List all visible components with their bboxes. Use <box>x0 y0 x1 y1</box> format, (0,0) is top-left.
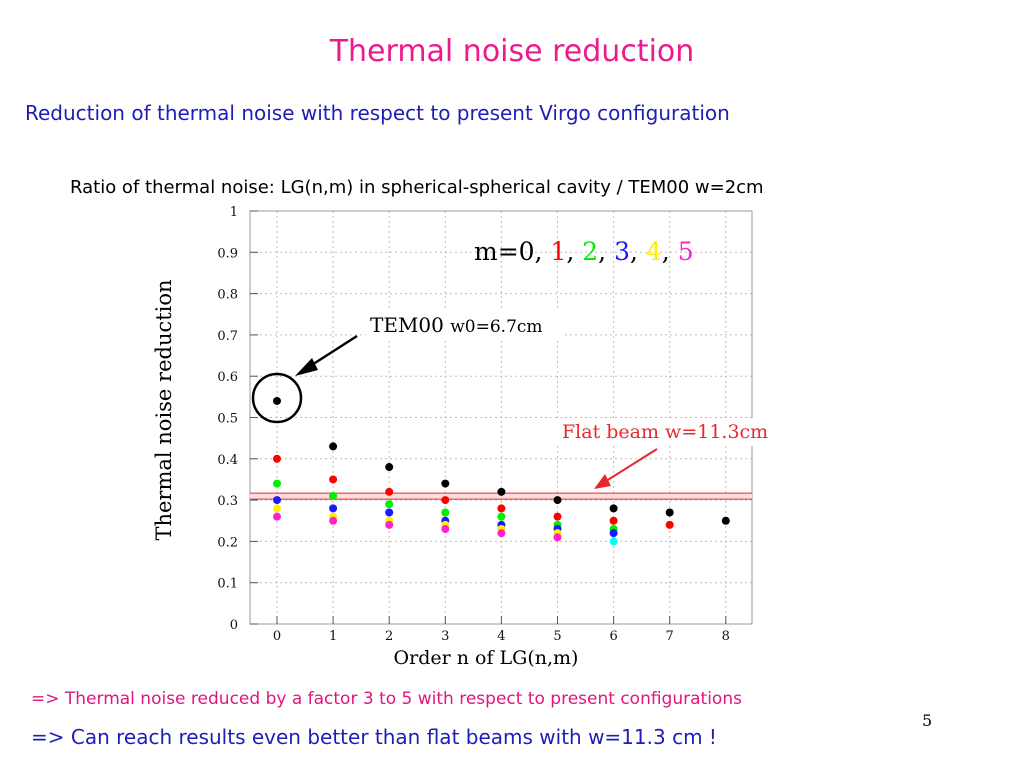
legend-separator: , <box>566 237 582 266</box>
conclusion-bullet-1: => Thermal noise reduced by a factor 3 t… <box>31 689 742 709</box>
tem00-label-main: TEM00 <box>370 313 450 337</box>
legend: m=0, 1, 2, 3, 4, 5 <box>474 237 694 266</box>
x-tick-label: 5 <box>553 629 561 644</box>
data-point <box>497 529 506 538</box>
chart-title: Ratio of thermal noise: LG(n,m) in spher… <box>70 177 764 198</box>
tem00-label-bg <box>366 310 562 340</box>
legend-separator: , <box>662 237 678 266</box>
data-point <box>329 491 338 500</box>
tem00-label: TEM00 w0=6.7cm <box>370 313 543 337</box>
y-tick-label: 0.9 <box>217 246 238 261</box>
data-point <box>609 516 618 525</box>
y-tick-label: 0.5 <box>217 412 238 427</box>
data-point <box>441 479 450 488</box>
data-point <box>385 508 394 517</box>
data-point <box>385 463 394 472</box>
data-point <box>329 475 338 484</box>
y-tick-label: 1 <box>230 205 238 220</box>
legend-prefix: m=0, <box>474 237 550 266</box>
flat-beam-arrow-shaft <box>602 448 658 484</box>
y-tick-label: 0.2 <box>217 535 238 550</box>
flat-beam-label: Flat beam w=11.3cm <box>562 421 768 443</box>
data-point <box>385 487 394 496</box>
data-point <box>553 533 562 542</box>
data-point <box>273 504 281 513</box>
x-tick-label: 1 <box>329 629 337 644</box>
x-tick-label: 3 <box>441 629 449 644</box>
data-point <box>497 504 506 513</box>
data-point <box>441 525 450 534</box>
data-point <box>497 487 506 496</box>
y-tick-label: 0.1 <box>217 577 238 592</box>
chart-grid <box>250 210 752 625</box>
data-point <box>665 520 674 529</box>
x-tick-label: 6 <box>609 629 617 644</box>
flat-beam-label-bg <box>556 418 782 446</box>
data-point <box>497 512 506 521</box>
data-point <box>273 496 281 505</box>
y-tick-label: 0.8 <box>217 288 238 303</box>
x-tick-label: 4 <box>497 629 505 644</box>
y-tick-label: 0 <box>230 618 238 633</box>
slide-subtitle: Reduction of thermal noise with respect … <box>25 101 730 125</box>
data-point <box>665 508 674 517</box>
data-point <box>721 516 730 525</box>
highlight-circle <box>251 372 303 424</box>
legend-entry: 1 <box>550 237 566 266</box>
data-point <box>609 529 618 538</box>
data-point <box>273 479 281 488</box>
chart-annotations: m=0, 1, 2, 3, 4, 5 TEM00 w0=6.7cm Flat bea… <box>251 237 782 489</box>
data-point <box>385 520 394 529</box>
x-tick-label: 0 <box>273 629 281 644</box>
data-point <box>273 512 281 521</box>
conclusion-bullet-2: => Can reach results even better than fl… <box>31 725 717 749</box>
data-point <box>553 496 562 505</box>
legend-entry: 5 <box>678 237 694 266</box>
tem00-label-detail: w0=6.7cm <box>450 317 542 337</box>
chart-axes: 00.10.20.30.40.50.60.70.80.910 1 2 3 4 5 6 7 8Or… <box>152 205 753 669</box>
page-title: Thermal noise reduction <box>329 34 695 69</box>
legend-separator: , <box>630 237 646 266</box>
flat-beam-arrow-head <box>594 474 611 489</box>
data-point <box>329 442 338 451</box>
data-point <box>385 500 394 509</box>
data-point <box>609 537 618 546</box>
legend-entry: 2 <box>582 237 598 266</box>
data-point <box>441 496 450 505</box>
reference-line-band <box>250 493 752 500</box>
data-point <box>329 516 338 525</box>
data-point <box>553 512 562 521</box>
data-point <box>441 508 450 517</box>
data-point <box>329 504 338 513</box>
y-tick-label: 0.3 <box>217 494 238 509</box>
x-tick-label: 7 <box>666 629 674 644</box>
data-point <box>609 504 618 513</box>
data-points <box>273 396 730 546</box>
tem00-arrow-head <box>295 358 318 376</box>
legend-entry: 3 <box>614 237 630 266</box>
x-axis-label: Order n of LG(n,m) <box>394 647 579 669</box>
data-point <box>273 454 281 463</box>
legend-entry: 4 <box>646 237 662 266</box>
legend-separator: , <box>598 237 614 266</box>
y-tick-label: 0.7 <box>217 329 238 344</box>
data-point <box>273 396 281 405</box>
y-axis-label: Thermal noise reduction <box>152 279 176 540</box>
x-tick-label: 8 <box>722 629 730 644</box>
y-tick-label: 0.4 <box>217 453 238 468</box>
page-number: 5 <box>922 711 933 730</box>
y-tick-label: 0.6 <box>217 370 238 385</box>
x-tick-label: 2 <box>385 629 393 644</box>
